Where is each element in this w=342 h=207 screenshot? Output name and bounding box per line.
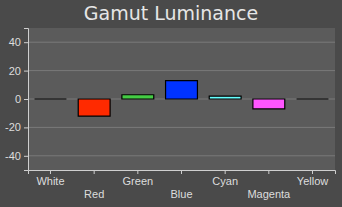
y-tick-mark bbox=[24, 127, 28, 128]
y-tick: 20 bbox=[9, 65, 28, 77]
chart: Gamut Luminance -40 -20 0 20 40 White Red Green B… bbox=[0, 0, 342, 207]
x-tick: White bbox=[36, 170, 64, 187]
grid-line bbox=[28, 70, 335, 71]
x-axis-line bbox=[29, 171, 336, 175]
x-tick-label: White bbox=[36, 175, 64, 187]
x-tick-mark bbox=[181, 170, 182, 174]
x-tick: Magenta bbox=[247, 170, 291, 200]
y-tick-mark bbox=[24, 156, 28, 157]
y-axis: -40 -20 0 20 40 bbox=[5, 29, 28, 171]
plot-area bbox=[28, 28, 335, 170]
x-tick: Green bbox=[123, 170, 154, 187]
bar bbox=[297, 98, 329, 99]
x-axis: White Red Green Blue Cyan Magenta Yellow bbox=[29, 170, 336, 200]
background bbox=[0, 0, 342, 207]
y-tick-mark bbox=[24, 71, 28, 72]
x-tick-mark bbox=[50, 170, 51, 174]
bar bbox=[253, 99, 285, 109]
y-tick-label: 20 bbox=[9, 65, 21, 77]
plot: -40 -20 0 20 40 White Red Green Blue Cyan Magenta Y… bbox=[5, 28, 335, 200]
x-tick: Blue bbox=[170, 170, 192, 200]
x-tick-label: Green bbox=[123, 175, 154, 187]
x-tick-mark bbox=[94, 170, 95, 174]
bar bbox=[35, 98, 67, 99]
x-tick-mark bbox=[312, 170, 313, 174]
x-tick-label: Magenta bbox=[247, 188, 291, 200]
y-tick-label: 0 bbox=[15, 93, 21, 105]
grid-line bbox=[28, 127, 335, 128]
bar bbox=[78, 99, 110, 116]
x-tick: Yellow bbox=[297, 170, 328, 187]
bar bbox=[122, 95, 154, 99]
y-tick: 40 bbox=[9, 36, 28, 48]
y-tick-label: 40 bbox=[9, 36, 21, 48]
y-axis-line bbox=[24, 29, 29, 171]
x-tick: Red bbox=[84, 170, 104, 200]
y-tick-mark bbox=[24, 42, 28, 43]
y-tick-label: -40 bbox=[5, 150, 21, 162]
grid-line bbox=[28, 42, 335, 43]
y-tick-label: -20 bbox=[5, 121, 21, 133]
y-tick-mark bbox=[24, 99, 28, 100]
x-tick-label: Yellow bbox=[297, 175, 328, 187]
x-tick-mark bbox=[137, 170, 138, 174]
bar bbox=[166, 81, 198, 99]
x-tick: Cyan bbox=[212, 170, 238, 187]
x-tick-label: Cyan bbox=[212, 175, 238, 187]
y-tick: -20 bbox=[5, 121, 28, 133]
x-tick-mark bbox=[225, 170, 226, 174]
grid bbox=[28, 42, 335, 156]
y-tick: -40 bbox=[5, 150, 28, 162]
bars bbox=[35, 81, 329, 117]
y-tick: 0 bbox=[15, 93, 28, 105]
x-tick-mark bbox=[268, 170, 269, 174]
title: Gamut Luminance bbox=[84, 2, 258, 24]
bar bbox=[209, 96, 241, 99]
x-tick-label: Blue bbox=[170, 188, 192, 200]
x-tick-label: Red bbox=[84, 188, 104, 200]
grid-line bbox=[28, 155, 335, 156]
